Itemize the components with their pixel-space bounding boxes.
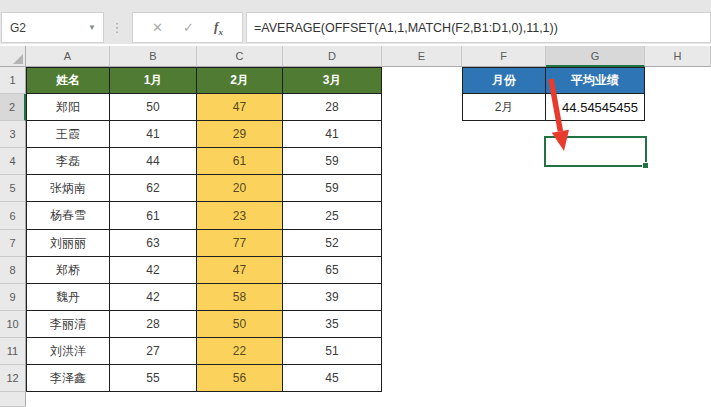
fill-handle[interactable] xyxy=(642,162,649,169)
cell-G1[interactable]: 平均业绩 xyxy=(546,67,645,94)
row-header-9[interactable]: 9 xyxy=(0,284,26,311)
enter-icon[interactable]: ✓ xyxy=(183,20,194,35)
cell-C5[interactable]: 20 xyxy=(197,175,283,202)
column-header-C[interactable]: C xyxy=(197,46,283,67)
formula-input[interactable]: =AVERAGE(OFFSET(A1,1,MATCH(F2,B1:D1,0),1… xyxy=(246,12,711,43)
cell-C1[interactable]: 2月 xyxy=(197,67,283,94)
cell-G2[interactable]: 44.54545455 xyxy=(546,94,645,121)
cell-D3[interactable]: 41 xyxy=(283,121,382,148)
column-header-D[interactable]: D xyxy=(283,46,382,67)
cell-B11[interactable]: 27 xyxy=(110,338,197,365)
cell-B5[interactable]: 62 xyxy=(110,175,197,202)
column-header-B[interactable]: B xyxy=(110,46,197,67)
name-box-value: G2 xyxy=(10,21,26,35)
cell-A1[interactable]: 姓名 xyxy=(26,67,110,94)
cell-B1[interactable]: 1月 xyxy=(110,67,197,94)
cell-A6[interactable]: 杨春雪 xyxy=(26,202,110,230)
name-box[interactable]: G2 ▼ xyxy=(1,12,104,43)
cell-D4[interactable]: 59 xyxy=(283,148,382,175)
cell-D7[interactable]: 52 xyxy=(283,230,382,257)
row-header-11[interactable]: 11 xyxy=(0,338,26,365)
row-header-12[interactable]: 12 xyxy=(0,365,26,392)
cell-A7[interactable]: 刘丽丽 xyxy=(26,230,110,257)
cell-A3[interactable]: 王霞 xyxy=(26,121,110,148)
cell-A10[interactable]: 李丽清 xyxy=(26,311,110,338)
cell-D8[interactable]: 65 xyxy=(283,257,382,284)
cell-D12[interactable]: 45 xyxy=(283,365,382,392)
row-header-8[interactable]: 8 xyxy=(0,257,26,284)
cell-C11[interactable]: 22 xyxy=(197,338,283,365)
cell-F2[interactable]: 2月 xyxy=(462,94,546,121)
cell-D9[interactable]: 39 xyxy=(283,284,382,311)
cell-D10[interactable]: 35 xyxy=(283,311,382,338)
column-header-G[interactable]: G xyxy=(546,46,645,67)
row-header-2[interactable]: 2 xyxy=(0,94,26,121)
cell-D11[interactable]: 51 xyxy=(283,338,382,365)
cell-B3[interactable]: 41 xyxy=(110,121,197,148)
cell-A8[interactable]: 郑桥 xyxy=(26,257,110,284)
formula-buttons: ✕ ✓ fx xyxy=(132,12,243,43)
cell-D2[interactable]: 28 xyxy=(283,94,382,121)
cell-A4[interactable]: 李磊 xyxy=(26,148,110,175)
row-header-6[interactable]: 6 xyxy=(0,202,26,230)
insert-function-icon[interactable]: fx xyxy=(214,19,223,37)
cell-C3[interactable]: 29 xyxy=(197,121,283,148)
row-header-1[interactable]: 1 xyxy=(0,67,26,94)
formula-text: =AVERAGE(OFFSET(A1,1,MATCH(F2,B1:D1,0),1… xyxy=(254,21,558,35)
row-header-4[interactable]: 4 xyxy=(0,148,26,175)
selection-border xyxy=(544,136,647,167)
cell-C4[interactable]: 61 xyxy=(197,148,283,175)
formula-bar: G2 ▼ ⋮ ✕ ✓ fx =AVERAGE(OFFSET(A1,1,MATCH… xyxy=(0,0,711,44)
cell-A12[interactable]: 李泽鑫 xyxy=(26,365,110,392)
row-header-5[interactable]: 5 xyxy=(0,175,26,202)
row-header-10[interactable]: 10 xyxy=(0,311,26,338)
cell-D5[interactable]: 59 xyxy=(283,175,382,202)
cell-B4[interactable]: 44 xyxy=(110,148,197,175)
cell-B9[interactable]: 42 xyxy=(110,284,197,311)
column-header-E[interactable]: E xyxy=(382,46,462,67)
cell-C12[interactable]: 56 xyxy=(197,365,283,392)
cell-C8[interactable]: 47 xyxy=(197,257,283,284)
chevron-down-icon[interactable]: ▼ xyxy=(88,23,103,32)
cell-D1[interactable]: 3月 xyxy=(283,67,382,94)
cell-B2[interactable]: 50 xyxy=(110,94,197,121)
excel-window: G2 ▼ ⋮ ✕ ✓ fx =AVERAGE(OFFSET(A1,1,MATCH… xyxy=(0,0,711,407)
sheet-area: ABCDEFGH 123456789101112 姓名1月2月3月郑阳50472… xyxy=(0,44,711,407)
cell-D6[interactable]: 25 xyxy=(283,202,382,230)
cell-A2[interactable]: 郑阳 xyxy=(26,94,110,121)
select-all-button[interactable] xyxy=(0,46,26,67)
cancel-icon[interactable]: ✕ xyxy=(152,20,163,35)
cell-A9[interactable]: 魏丹 xyxy=(26,284,110,311)
cell-C7[interactable]: 77 xyxy=(197,230,283,257)
cell-A5[interactable]: 张炳南 xyxy=(26,175,110,202)
cell-C2[interactable]: 47 xyxy=(197,94,283,121)
cell-C10[interactable]: 50 xyxy=(197,311,283,338)
column-header-A[interactable]: A xyxy=(26,46,110,67)
cell-A11[interactable]: 刘洪洋 xyxy=(26,338,110,365)
cell-B8[interactable]: 42 xyxy=(110,257,197,284)
select-all-triangle-icon xyxy=(13,54,23,64)
column-header-H[interactable]: H xyxy=(645,46,711,67)
cell-B6[interactable]: 61 xyxy=(110,202,197,230)
row-header-partial[interactable] xyxy=(0,392,26,407)
cell-C6[interactable]: 23 xyxy=(197,202,283,230)
row-header-7[interactable]: 7 xyxy=(0,230,26,257)
row-header-3[interactable]: 3 xyxy=(0,121,26,148)
resize-dots-icon[interactable]: ⋮ xyxy=(112,15,122,41)
cell-B7[interactable]: 63 xyxy=(110,230,197,257)
cell-B10[interactable]: 28 xyxy=(110,311,197,338)
cell-B12[interactable]: 55 xyxy=(110,365,197,392)
cell-F1[interactable]: 月份 xyxy=(462,67,546,94)
cell-C9[interactable]: 58 xyxy=(197,284,283,311)
column-header-F[interactable]: F xyxy=(462,46,546,67)
